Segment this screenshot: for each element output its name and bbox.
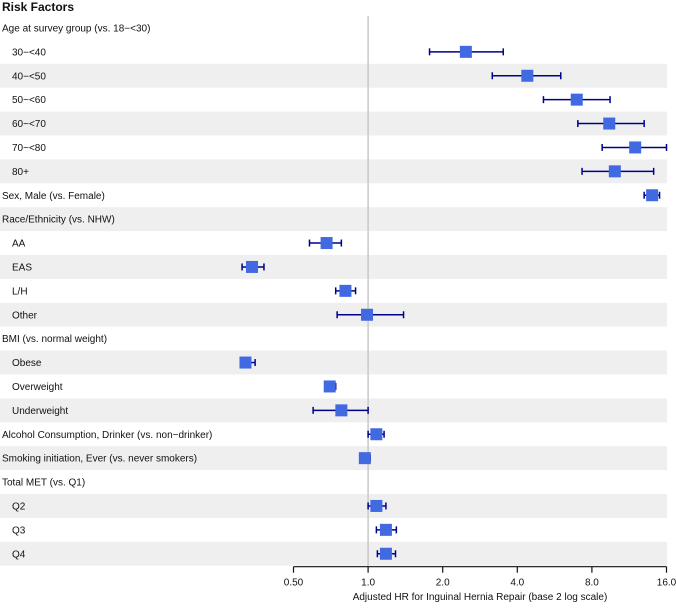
hr-marker [570, 93, 583, 106]
hr-marker [603, 117, 616, 130]
row-shade [0, 111, 667, 136]
x-tick-label: 2.0 [436, 578, 450, 589]
row-label: Q2 [12, 501, 26, 512]
estimate-7 [643, 189, 661, 202]
hr-marker [370, 499, 383, 512]
x-tick-label: 16.0 [657, 578, 676, 589]
hr-marker [379, 547, 392, 560]
x-tick-label: 1.0 [361, 578, 375, 589]
estimate-10 [241, 260, 265, 273]
estimate-18 [358, 452, 371, 465]
estimate-2 [491, 69, 562, 82]
hr-marker [335, 404, 348, 417]
hr-marker [370, 428, 383, 441]
row-label: 40−<50 [12, 71, 46, 82]
estimates [239, 45, 668, 560]
hr-marker [245, 260, 258, 273]
hr-marker [521, 69, 534, 82]
row-shade [0, 541, 667, 566]
hr-marker [629, 141, 642, 154]
row-shade [0, 494, 667, 518]
row-label: 30−<40 [12, 47, 46, 58]
estimate-12 [336, 308, 405, 321]
row-shade [0, 446, 667, 471]
row-label: 50−<60 [12, 95, 46, 106]
row-label: L/H [12, 286, 28, 297]
estimate-14 [239, 356, 256, 369]
row-labels: Age at survey group (vs. 18−<30) 30−<40 40… [2, 23, 212, 560]
estimate-6 [581, 165, 655, 178]
row-label: Obese [12, 358, 42, 369]
estimate-1 [428, 45, 504, 58]
estimate-16 [312, 404, 369, 417]
x-tick-label: 0.50 [284, 578, 304, 589]
row-shade [0, 350, 667, 375]
row-label: 70−<80 [12, 143, 46, 154]
hr-marker [239, 356, 252, 369]
hr-marker [608, 165, 621, 178]
row-label: 80+ [12, 167, 29, 178]
row-label: Overweight [12, 382, 63, 393]
row-label: EAS [12, 262, 32, 273]
estimate-11 [334, 284, 357, 297]
estimate-21 [375, 523, 398, 536]
estimate-17 [367, 428, 385, 441]
estimate-5 [601, 141, 668, 154]
row-shade [0, 302, 667, 327]
row-label: 60−<70 [12, 119, 46, 130]
row-shade [0, 63, 667, 88]
x-tick-label: 8.0 [585, 578, 599, 589]
row-label: BMI (vs. normal weight) [2, 334, 107, 345]
row-label: Smoking initiation, Ever (vs. never smok… [2, 454, 197, 465]
row-label: Total MET (vs. Q1) [2, 478, 85, 489]
estimate-22 [376, 547, 397, 560]
hr-marker [361, 308, 374, 321]
estimate-9 [308, 237, 343, 250]
estimate-20 [367, 499, 387, 512]
row-label: Q4 [12, 549, 26, 560]
hr-marker [358, 452, 371, 465]
row-label: Other [12, 310, 38, 321]
row-shade [0, 159, 667, 184]
row-label: Q3 [12, 525, 26, 536]
hr-marker [320, 237, 333, 250]
hr-marker [323, 380, 336, 393]
row-label: Age at survey group (vs. 18−<30) [2, 23, 150, 34]
row-label: Race/Ethnicity (vs. NHW) [2, 215, 115, 226]
row-label: Sex, Male (vs. Female) [2, 191, 105, 202]
estimate-3 [542, 93, 611, 106]
hr-marker [459, 45, 472, 58]
estimate-15 [323, 380, 337, 393]
estimate-4 [577, 117, 645, 130]
row-label: Underweight [12, 406, 68, 417]
row-label: Alcohol Consumption, Drinker (vs. non−dr… [2, 430, 212, 441]
row-label: AA [12, 239, 26, 250]
hr-marker [379, 523, 392, 536]
x-tick-label: 4.0 [510, 578, 524, 589]
row-shade [0, 255, 667, 279]
hr-marker [646, 189, 659, 202]
hr-marker [339, 284, 352, 297]
row-shading [0, 63, 667, 566]
chart-title: Risk Factors [2, 0, 74, 14]
x-axis-label: Adjusted HR for Inguinal Hernia Repair (… [353, 592, 608, 603]
row-shade [0, 207, 667, 232]
x-axis: 0.50 1.0 2.0 4.0 8.0 16.0 [284, 566, 676, 589]
